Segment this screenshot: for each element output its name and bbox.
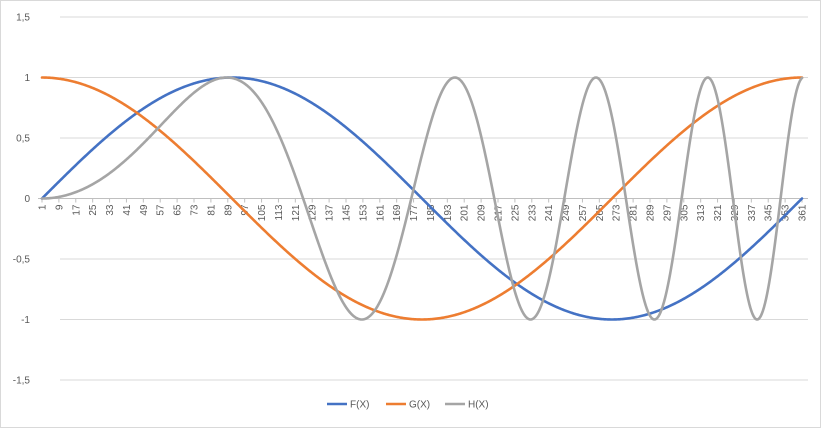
- x-tick-label: 177: [409, 204, 420, 221]
- x-tick-label: 73: [190, 204, 201, 216]
- x-tick-label: 313: [696, 204, 707, 221]
- x-tick-label: 49: [139, 204, 150, 216]
- x-tick-label: 97: [240, 204, 251, 216]
- legend-label: H(X): [468, 400, 489, 411]
- x-tick-label: 257: [578, 204, 589, 221]
- y-tick-label: 0,5: [16, 134, 30, 145]
- y-tick-label: 1,5: [16, 13, 30, 24]
- legend-label: F(X): [350, 400, 369, 411]
- x-tick-label: 249: [561, 204, 572, 221]
- series-line-2: [40, 76, 804, 321]
- x-tick-label: 273: [612, 204, 623, 221]
- x-tick-label: 241: [544, 204, 555, 221]
- series-line-3: [40, 76, 804, 321]
- x-tick-label: 337: [747, 204, 758, 221]
- x-tick-label: 129: [308, 204, 319, 221]
- x-tick-label: 105: [257, 204, 268, 221]
- series-line-1: [40, 76, 804, 321]
- x-tick-label: 1: [38, 204, 49, 210]
- y-tick-label: 1: [24, 73, 30, 84]
- x-tick-label: 25: [88, 204, 99, 216]
- x-tick-label: 81: [206, 204, 217, 216]
- x-tick-label: 9: [54, 204, 65, 210]
- x-tick-label: 57: [156, 204, 167, 216]
- x-tick-label: 121: [291, 204, 302, 221]
- plot-series: [40, 76, 804, 321]
- x-tick-label: 345: [764, 204, 775, 221]
- y-axis-tick-labels: 1,5 1 0,5 0 -0,5 -1 -1,5: [13, 13, 31, 387]
- x-tick-label: 113: [274, 204, 285, 220]
- x-tick-label: 281: [629, 204, 640, 221]
- x-tick-label: 161: [375, 204, 386, 221]
- y-tick-label: -1,5: [13, 376, 31, 387]
- x-tick-label: 185: [426, 204, 437, 221]
- y-tick-label: 0: [24, 194, 30, 205]
- x-tick-label: 193: [443, 204, 454, 221]
- x-tick-label: 209: [477, 204, 488, 221]
- x-tick-label: 41: [122, 204, 133, 216]
- x-tick-label: 217: [494, 204, 505, 221]
- x-tick-label: 137: [325, 204, 336, 221]
- x-tick-label: 153: [358, 204, 369, 221]
- x-tick-label: 289: [646, 204, 657, 221]
- x-tick-label: 305: [679, 204, 690, 221]
- x-axis: 1 9 17 25 33 41 49 57 65 73 81 89 97 105 113 121 129 137 1…: [38, 198, 809, 221]
- legend: F(X) G(X) H(X): [327, 400, 489, 411]
- x-tick-label: 17: [71, 204, 82, 216]
- x-tick-label: 145: [342, 204, 353, 221]
- x-tick-label: 297: [662, 204, 673, 221]
- x-tick-label: 361: [798, 204, 809, 221]
- x-tick-label: 225: [510, 204, 521, 221]
- x-tick-label: 233: [527, 204, 538, 221]
- x-tick-label: 265: [595, 204, 606, 221]
- y-tick-label: -0,5: [13, 255, 31, 266]
- y-tick-label: -1: [21, 315, 30, 326]
- legend-label: G(X): [409, 400, 430, 411]
- x-tick-label: 201: [460, 204, 471, 221]
- x-tick-label: 321: [713, 204, 724, 221]
- x-tick-label: 89: [223, 204, 234, 216]
- x-tick-label: 65: [173, 204, 184, 216]
- x-tick-label: 169: [392, 204, 403, 221]
- x-tick-label: 33: [105, 204, 116, 216]
